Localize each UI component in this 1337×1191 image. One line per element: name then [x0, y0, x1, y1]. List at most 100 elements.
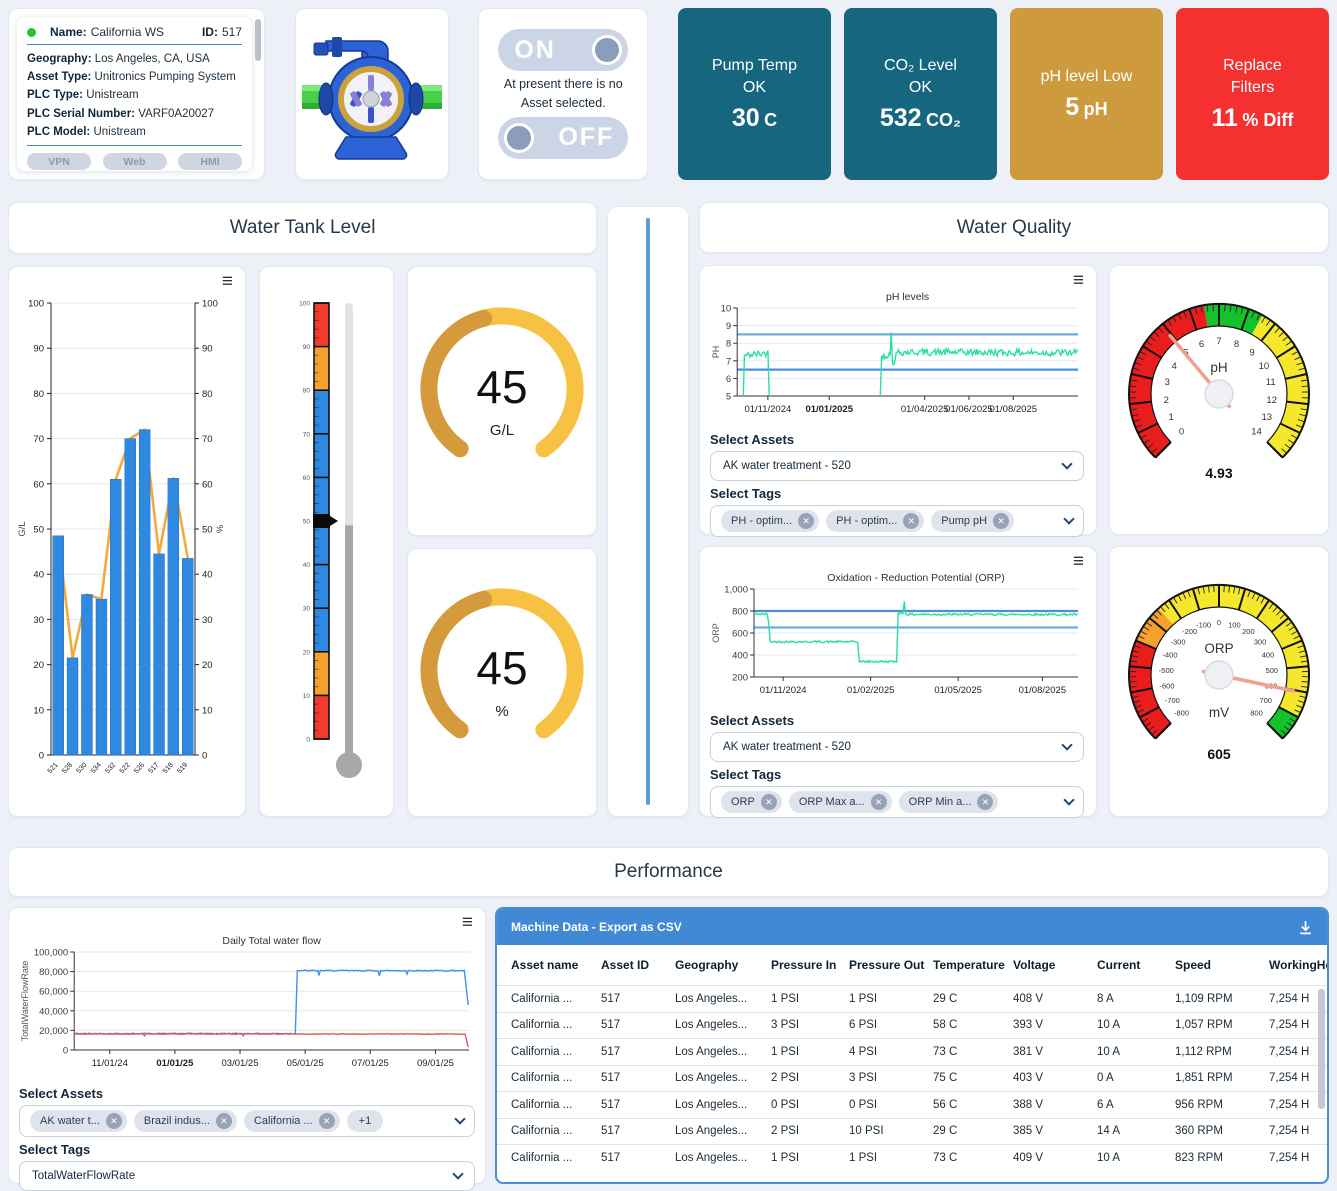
table-cell: 1,851 RPM	[1175, 1072, 1269, 1084]
svg-text:pH: pH	[1210, 360, 1227, 375]
table-cell: Los Angeles...	[675, 993, 771, 1005]
table-cell: 517	[601, 1072, 675, 1084]
divider	[27, 145, 242, 146]
svg-text:10: 10	[302, 692, 310, 699]
table-column-header: Current	[1097, 958, 1175, 972]
chart-menu-icon[interactable]: ≡	[1073, 555, 1084, 569]
remove-tag-icon[interactable]: ✕	[871, 794, 887, 810]
table-cell: 75 C	[933, 1072, 1013, 1084]
ph-tags-select[interactable]: PH - optim... ✕ PH - optim... ✕	[710, 505, 1084, 537]
off-toggle[interactable]: OFF	[498, 117, 628, 159]
remove-tag-icon[interactable]: ✕	[761, 794, 777, 810]
table-cell: Los Angeles...	[675, 1046, 771, 1058]
svg-text:526: 526	[133, 762, 146, 775]
remove-asset-icon[interactable]: ✕	[106, 1113, 122, 1129]
download-csv-icon[interactable]	[1298, 920, 1313, 935]
svg-text:4.93: 4.93	[1205, 465, 1232, 481]
svg-text:800: 800	[732, 607, 748, 618]
scrollbar-thumb[interactable]	[255, 19, 261, 61]
chart-menu-icon[interactable]: ≡	[222, 275, 233, 289]
select-assets-label: Select Assets	[710, 713, 1084, 728]
svg-text:8: 8	[1234, 339, 1239, 350]
svg-text:10: 10	[33, 705, 44, 716]
table-cell: 29 C	[933, 1125, 1013, 1137]
orp-assets-select[interactable]: AK water treatment - 520	[710, 732, 1084, 762]
svg-text:7: 7	[726, 356, 731, 367]
section-divider-card	[607, 206, 689, 817]
table-scrollbar-thumb[interactable]	[1318, 989, 1325, 1109]
table-cell: 1 PSI	[849, 993, 933, 1005]
svg-text:01/01/25: 01/01/25	[156, 1058, 194, 1069]
svg-text:1,000: 1,000	[724, 585, 748, 596]
performance-title: Performance	[8, 847, 1329, 897]
table-cell: 2 PSI	[771, 1072, 849, 1084]
svg-text:1: 1	[1169, 412, 1174, 423]
on-toggle[interactable]: ON	[498, 29, 628, 71]
svg-text:400: 400	[1262, 651, 1275, 660]
ph-assets-select[interactable]: AK water treatment - 520	[710, 451, 1084, 481]
orp-tags-select[interactable]: ORP ✕ ORP Max a... ✕ ORP Min a	[710, 786, 1084, 818]
table-cell: 517	[601, 1046, 675, 1058]
svg-text:40: 40	[202, 570, 213, 581]
remove-tag-icon[interactable]: ✕	[977, 794, 993, 810]
flow-tags-select[interactable]: TotalWaterFlowRate	[19, 1161, 475, 1191]
svg-text:%: %	[495, 703, 508, 720]
svg-text:-600: -600	[1159, 681, 1174, 690]
tag-chip: ORP Min a... ✕	[899, 791, 999, 813]
svg-text:528: 528	[61, 762, 74, 775]
asset-link-button[interactable]: HMI	[178, 153, 242, 170]
remove-asset-icon[interactable]: ✕	[216, 1113, 232, 1129]
remove-asset-icon[interactable]: ✕	[319, 1113, 335, 1129]
svg-text:50: 50	[302, 518, 310, 525]
svg-text:01/02/2025: 01/02/2025	[847, 685, 895, 696]
table-cell: 7,254 H	[1269, 1099, 1313, 1111]
table-cell: 823 RPM	[1175, 1152, 1269, 1164]
asset-fields: Geography: Los Angeles, CA, USA Asset Ty…	[27, 51, 242, 140]
svg-text:45: 45	[476, 642, 527, 694]
remove-tag-icon[interactable]: ✕	[798, 513, 814, 529]
svg-text:%: %	[215, 524, 226, 533]
chart-menu-icon[interactable]: ≡	[1073, 274, 1084, 288]
flow-assets-select[interactable]: AK water t... ✕ Brazil indus... ✕ Califo…	[19, 1105, 475, 1137]
svg-text:50: 50	[202, 525, 213, 536]
on-label: ON	[514, 36, 556, 65]
svg-text:532: 532	[104, 762, 117, 775]
off-label: OFF	[558, 123, 614, 152]
chevron-down-icon	[452, 1168, 463, 1179]
table-cell: 56 C	[933, 1099, 1013, 1111]
svg-text:0: 0	[1217, 618, 1221, 627]
table-cell: California ...	[511, 1099, 601, 1111]
table-column-header: Asset ID	[601, 958, 675, 972]
remove-tag-icon[interactable]: ✕	[903, 513, 919, 529]
ph-needle-gauge: 01234567891011121314pH4.93	[1116, 286, 1322, 514]
more-assets-chip[interactable]: +1	[347, 1110, 384, 1132]
svg-text:40: 40	[302, 562, 310, 569]
svg-text:60: 60	[202, 479, 213, 490]
svg-text:10: 10	[721, 304, 732, 315]
remove-tag-icon[interactable]: ✕	[993, 513, 1009, 529]
table-column-header: Asset name	[511, 958, 601, 972]
svg-text:01/05/2025: 01/05/2025	[934, 685, 982, 696]
asset-link-button[interactable]: VPN	[27, 153, 91, 170]
svg-text:13: 13	[1262, 412, 1273, 423]
divider	[27, 44, 242, 45]
table-cell: 6 A	[1097, 1099, 1175, 1111]
svg-text:100: 100	[202, 299, 218, 310]
svg-text:500: 500	[1265, 666, 1278, 675]
asset-link-button[interactable]: Web	[103, 153, 167, 170]
table-cell: Los Angeles...	[675, 1125, 771, 1137]
select-tags-label: Select Tags	[710, 767, 1084, 782]
svg-text:20,000: 20,000	[39, 1026, 68, 1037]
status-cards: Pump Temp OK 30 C CO₂ Level OK 532 CO₂ p…	[678, 8, 1329, 180]
svg-text:20: 20	[33, 660, 44, 671]
chart-menu-icon[interactable]: ≡	[462, 916, 473, 930]
table-cell: Los Angeles...	[675, 1019, 771, 1031]
